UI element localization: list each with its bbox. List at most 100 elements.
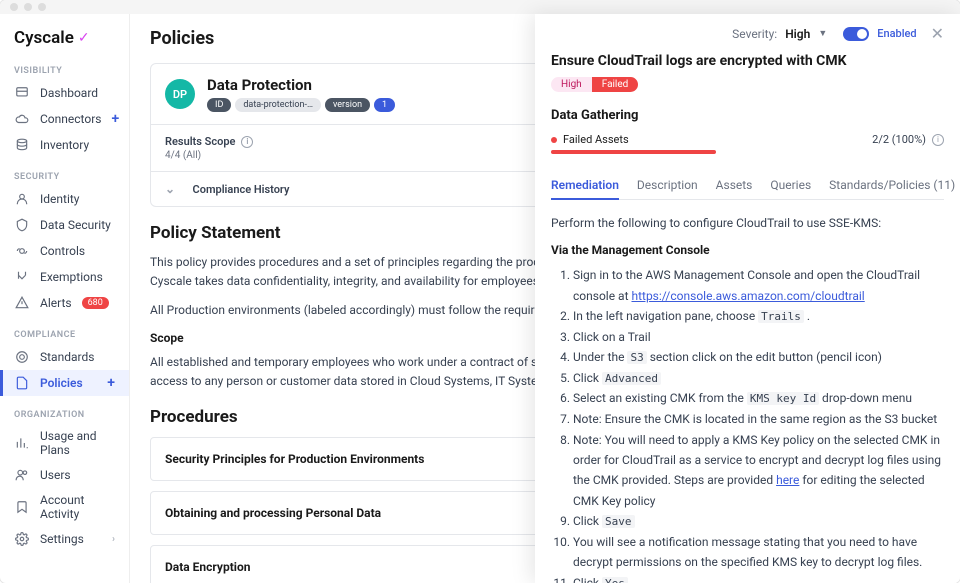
window-titlebar [0,0,960,14]
nav-inventory[interactable]: Inventory [0,132,129,158]
logo: Cyscale ✓ [0,24,129,60]
step-item: Click Advanced [573,368,944,389]
database-icon [14,137,30,153]
nav-identity[interactable]: Identity [0,186,129,212]
nav-group-visibility: VISIBILITY [0,60,129,80]
nav-data-security[interactable]: Data Security [0,212,129,238]
users-icon [14,467,30,483]
add-icon[interactable]: + [107,375,115,391]
enabled-label: Enabled [877,27,916,40]
nav-connectors[interactable]: Connectors + [0,106,129,132]
nav-item-label: Alerts [40,296,72,310]
step-code: S3 [627,351,646,364]
results-scope-title: Results Scope [165,135,235,148]
logo-mark: ✓ [78,30,90,46]
caret-down-icon[interactable]: ▼ [818,28,827,39]
nav-item-label: Users [40,468,71,482]
chip-id-value: data-protection-… [235,98,321,112]
severity-pill: High [551,77,592,92]
compliance-history-label: Compliance History [193,183,290,196]
nav-policies[interactable]: Policies+ [0,370,129,396]
tab-standards[interactable]: Standards/Policies (11) [829,172,955,199]
nav-activity[interactable]: Account Activity [0,488,129,526]
alert-icon [14,295,30,311]
step-link[interactable]: here [776,473,799,487]
nav-users[interactable]: Users [0,462,129,488]
sidebar: Cyscale ✓ VISIBILITY Dashboard Connector… [0,14,130,583]
panel-title: Ensure CloudTrail logs are encrypted wit… [551,53,944,69]
gear-icon [14,531,30,547]
nav-item-label: Dashboard [40,86,98,100]
nav-item-label: Connectors [40,112,101,126]
nav-group-organization: ORGANIZATION [0,404,129,424]
nav-item-label: Controls [40,244,85,258]
nav-usage[interactable]: Usage and Plans [0,424,129,462]
step-item: Note: You will need to apply a KMS Key p… [573,430,944,512]
step-link[interactable]: https://console.aws.amazon.com/cloudtrai… [631,289,864,303]
nav-standards[interactable]: Standards [0,344,129,370]
step-code: Trails [758,310,804,323]
bookmark-icon [14,499,30,515]
step-item: Sign in to the AWS Management Console an… [573,265,944,306]
step-item: Select an existing CMK from the KMS key … [573,388,944,409]
chart-icon [14,435,30,451]
remediation-intro: Perform the following to configure Cloud… [551,214,944,233]
logo-text: Cyscale [14,28,74,48]
step-item: In the left navigation pane, choose Trai… [573,306,944,327]
tab-remediation[interactable]: Remediation [551,172,619,200]
step-item: Click Yes [573,573,944,583]
chevron-right-icon: › [112,534,115,545]
step-item: Click on a Trail [573,327,944,347]
nav-item-label: Standards [40,350,94,364]
nav-group-security: SECURITY [0,166,129,186]
step-item: Click Save [573,511,944,532]
info-icon[interactable]: i [241,136,253,148]
nav-item-label: Identity [40,192,79,206]
step-code: Yes [602,577,628,583]
target-icon [14,349,30,365]
step-code: KMS key Id [747,392,819,405]
alert-badge: 680 [82,297,109,309]
panel-tabs: Remediation Description Assets Queries S… [551,172,944,200]
infinity-icon [14,243,30,259]
nav-exemptions[interactable]: Exemptions [0,264,129,290]
step-item: Note: Ensure the CMK is located in the s… [573,409,944,429]
tab-description[interactable]: Description [637,172,698,199]
chip-version-value: 1 [374,98,395,112]
close-icon[interactable]: ✕ [931,24,944,43]
step-code: Advanced [602,372,661,385]
info-icon[interactable]: i [932,134,944,146]
policy-name: Data Protection [207,76,395,94]
tab-assets[interactable]: Assets [716,172,753,199]
nav-item-label: Data Security [40,218,111,232]
nav-group-compliance: COMPLIANCE [0,324,129,344]
status-pill: Failed [592,77,639,92]
add-icon[interactable]: + [111,111,119,127]
severity-value[interactable]: High [785,27,810,41]
nav-alerts[interactable]: Alerts 680 [0,290,129,316]
file-icon [14,375,30,391]
nav-controls[interactable]: Controls [0,238,129,264]
data-gathering-heading: Data Gathering [551,108,944,123]
detail-panel: Severity: High ▼ Enabled ✕ Ensure CloudT… [535,14,960,583]
failed-assets-label: Failed Assets [563,133,629,146]
chevron-down-icon: ⌄ [165,182,175,196]
failed-assets-value: 2/2 (100%) [872,133,926,146]
policy-avatar: DP [165,79,195,109]
progress-bar [551,150,716,154]
nav-item-label: Settings [40,532,84,546]
chip-id-label: ID [207,98,231,112]
via-console-heading: Via the Management Console [551,243,944,257]
cloud-icon [14,111,30,127]
nav-settings[interactable]: Settings › [0,526,129,552]
tab-queries[interactable]: Queries [770,172,811,199]
step-item: You will see a notification message stat… [573,532,944,573]
chip-version-label: version [325,98,370,112]
nav-dashboard[interactable]: Dashboard [0,80,129,106]
step-code: Save [602,515,635,528]
severity-label: Severity: [732,27,777,41]
status-dot-icon [551,137,557,143]
enabled-toggle[interactable] [843,27,869,41]
user-icon [14,191,30,207]
dashboard-icon [14,85,30,101]
